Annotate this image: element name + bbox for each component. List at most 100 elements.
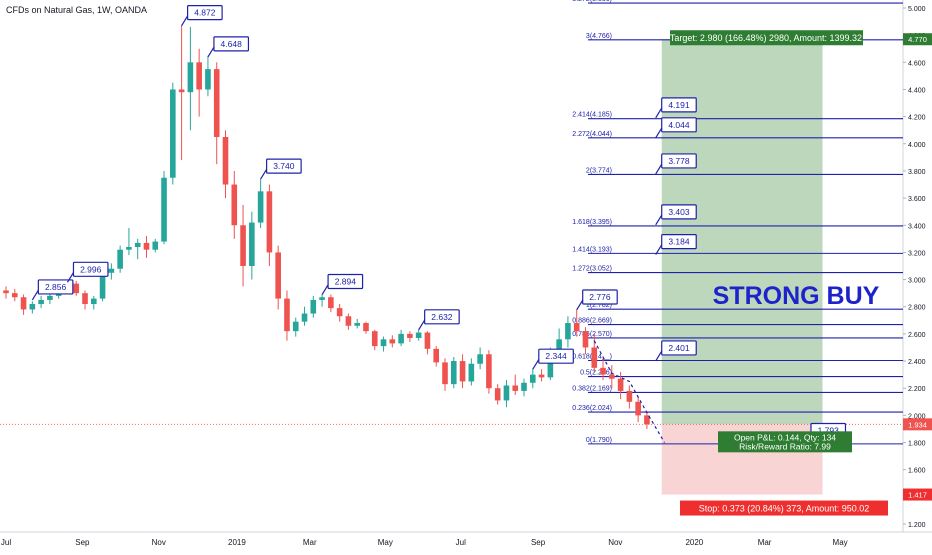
y-tick-label: 4.600 <box>908 60 926 67</box>
callout-label: 2.632 <box>431 312 453 322</box>
candle-body <box>609 374 615 379</box>
callout-label: 2.401 <box>668 343 690 353</box>
candle-body <box>134 242 141 247</box>
callout-box <box>661 97 697 113</box>
candle-body <box>635 401 641 416</box>
candle-body <box>205 69 211 90</box>
candle-body <box>371 331 378 347</box>
callout-box <box>661 340 697 356</box>
x-tick-label: Sep <box>75 538 90 547</box>
fib-level-label: 0(1.790) <box>586 437 612 444</box>
candle-body <box>503 385 510 401</box>
x-tick-label: Nov <box>152 538 166 547</box>
risk-reward-label: Risk/Reward Ratio: 7.99 <box>739 441 831 451</box>
candle-body <box>450 361 457 385</box>
candle-body <box>257 191 264 223</box>
callout-label: 4.872 <box>194 8 216 18</box>
y-tick-label: 3.000 <box>908 278 926 285</box>
callout-label: 4.191 <box>668 100 690 110</box>
x-tick-label: Mar <box>758 538 772 547</box>
candle-body <box>213 69 220 137</box>
y-tick-label: 2.600 <box>908 332 926 339</box>
fib-level-label: 0.786(2.570) <box>572 331 612 338</box>
callout-box <box>37 279 74 295</box>
candle-body <box>591 347 598 368</box>
y-tick-label: 5.000 <box>908 6 926 13</box>
y-tick-label: 2.200 <box>908 386 926 393</box>
callout-label: 2.996 <box>80 264 102 274</box>
candle-body <box>99 272 106 299</box>
candle-body <box>328 297 334 309</box>
x-tick-label: Jul <box>1 538 11 547</box>
candle-body <box>196 62 202 90</box>
callout-box <box>187 5 223 21</box>
candle-body <box>143 242 150 250</box>
callout-label: 1.793 <box>818 425 840 435</box>
candle-body <box>565 323 571 340</box>
candle-body <box>415 332 422 338</box>
candle-body <box>424 332 431 349</box>
callout-label: 2.776 <box>589 292 611 302</box>
price-tag-label: 1.934 <box>908 420 927 429</box>
y-tick-label: 2.400 <box>908 359 926 366</box>
candle-body <box>231 184 238 226</box>
candle-body <box>117 249 123 269</box>
y-tick-label: 3.600 <box>908 196 926 203</box>
target-zone <box>661 39 823 425</box>
candle-body <box>82 293 88 305</box>
candle-body <box>38 299 44 305</box>
pnl-box <box>718 431 852 453</box>
callout-box <box>582 289 618 305</box>
y-tick-label: 3.200 <box>908 250 926 257</box>
candle-body <box>354 323 360 326</box>
y-tick-label: 1.200 <box>908 522 926 529</box>
fib-level-label: 2.414(4.185) <box>572 112 612 119</box>
candle-body <box>47 295 53 300</box>
candle-body <box>442 362 448 385</box>
price-tag-label: 4.770 <box>908 35 927 44</box>
candle-body <box>389 339 396 344</box>
callout-label: 3.184 <box>668 237 690 247</box>
candle-body <box>336 308 343 317</box>
x-tick-label: 2019 <box>228 538 246 547</box>
y-tick-label: 2.800 <box>908 305 926 312</box>
stop-label: Stop: 0.373 (20.84%) 373, Amount: 950.02 <box>699 504 870 514</box>
callout-label: 3.403 <box>668 207 690 217</box>
candle-body <box>459 361 466 382</box>
callout-box <box>424 309 460 325</box>
candle-body <box>494 388 501 401</box>
candle-body <box>556 339 562 353</box>
candle-body <box>398 333 404 344</box>
candle-body <box>319 297 325 300</box>
x-tick-label: Sep <box>531 538 546 547</box>
fib-level-label: 0.886(2.669) <box>572 318 612 325</box>
candle-body <box>617 378 624 391</box>
x-tick-label: Mar <box>303 538 317 547</box>
candle-body <box>573 323 580 332</box>
candle-body <box>73 283 80 294</box>
candle-body <box>20 297 27 310</box>
candle-body <box>178 89 185 93</box>
candle-body <box>407 333 413 338</box>
y-tick-label: 2.000 <box>908 413 926 420</box>
fib-level-label: 1.272(3.052) <box>572 266 612 273</box>
fib-level-label: 1.414(3.193) <box>572 246 612 253</box>
target-box <box>670 30 863 46</box>
candle-body <box>538 374 545 378</box>
candle-body <box>486 354 492 389</box>
fib-level-label: 0.236(2.024) <box>572 405 612 412</box>
x-tick-label: May <box>378 538 393 547</box>
candle-body <box>477 354 483 364</box>
fib-level-label: 0.382(2.169) <box>572 385 612 392</box>
candle-body <box>292 321 299 332</box>
callout-box <box>661 233 697 250</box>
callout-box <box>661 153 697 169</box>
chart-title: CFDs on Natural Gas, 1W, OANDA <box>6 5 148 15</box>
candle-body <box>380 339 387 347</box>
candle-body <box>11 293 18 298</box>
candle-body <box>530 374 536 383</box>
candle-body <box>310 299 317 314</box>
candle-body <box>152 241 159 250</box>
candle-body <box>363 323 369 332</box>
